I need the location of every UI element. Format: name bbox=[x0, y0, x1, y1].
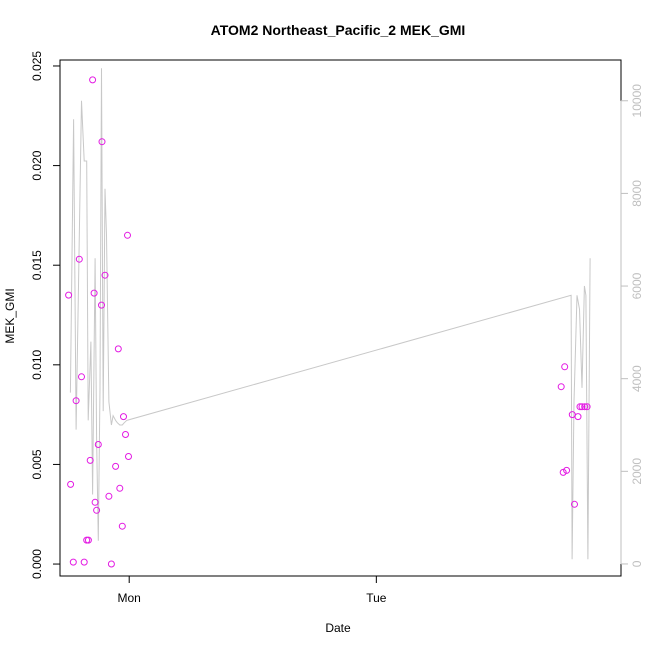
data-point bbox=[94, 441, 102, 448]
data-point bbox=[107, 560, 115, 568]
data-point bbox=[581, 403, 589, 411]
data-points bbox=[65, 76, 591, 568]
data-point bbox=[571, 500, 578, 508]
y2-tick-label: 4000 bbox=[630, 365, 644, 392]
series-line-path bbox=[69, 68, 591, 560]
data-point bbox=[69, 558, 77, 566]
data-point bbox=[124, 231, 131, 239]
x-tick-label: Mon bbox=[118, 591, 141, 605]
y-axis-right: 0 2000 4000 6000 8000 10000 bbox=[620, 84, 644, 567]
data-point bbox=[101, 271, 109, 279]
chart-title: ATOM2 Northeast_Pacific_2 MEK_GMI bbox=[211, 22, 466, 38]
data-point bbox=[91, 498, 99, 506]
data-point bbox=[122, 431, 129, 438]
data-point bbox=[583, 403, 591, 411]
y2-tick-label: 6000 bbox=[630, 272, 644, 299]
data-point bbox=[563, 466, 571, 474]
data-point bbox=[93, 506, 101, 514]
secondary-series-line bbox=[69, 68, 591, 560]
data-point bbox=[98, 301, 105, 309]
data-point bbox=[125, 453, 132, 460]
y-tick-label: 0.005 bbox=[30, 449, 44, 479]
data-point bbox=[105, 492, 113, 500]
data-point bbox=[86, 456, 94, 464]
y2-tick-label: 2000 bbox=[630, 458, 644, 485]
y-tick-label: 0.010 bbox=[30, 349, 44, 379]
data-point bbox=[576, 403, 584, 411]
x-tick-label: Tue bbox=[366, 591, 387, 605]
data-point bbox=[116, 484, 124, 492]
y-tick-label: 0.025 bbox=[30, 51, 44, 81]
y-tick-label: 0.000 bbox=[30, 549, 44, 579]
y2-tick-label: 0 bbox=[630, 560, 644, 567]
data-point bbox=[578, 403, 586, 411]
y-tick-label: 0.020 bbox=[30, 150, 44, 180]
x-axis-label: Date bbox=[325, 621, 351, 635]
data-point bbox=[65, 291, 73, 299]
data-point bbox=[118, 522, 126, 530]
y-axis-label: MEK_GMI bbox=[3, 288, 17, 343]
data-point bbox=[568, 411, 576, 419]
data-point bbox=[574, 413, 582, 421]
data-point bbox=[114, 345, 122, 353]
data-point bbox=[89, 76, 97, 84]
y2-tick-label: 10000 bbox=[630, 84, 644, 118]
data-point bbox=[557, 383, 565, 391]
data-point bbox=[75, 255, 83, 263]
y-tick-label: 0.015 bbox=[30, 250, 44, 280]
data-point bbox=[559, 468, 567, 476]
data-point bbox=[112, 462, 120, 470]
data-point bbox=[67, 480, 75, 488]
data-point bbox=[72, 397, 80, 405]
y-axis-left: 0.000 0.005 0.010 0.015 0.020 0.025 bbox=[30, 51, 61, 579]
y2-tick-label: 8000 bbox=[630, 180, 644, 207]
plot-frame bbox=[59, 59, 622, 577]
data-point bbox=[120, 413, 127, 421]
data-point bbox=[80, 558, 88, 566]
data-point bbox=[90, 289, 98, 297]
data-point bbox=[561, 363, 569, 371]
data-point bbox=[78, 373, 85, 381]
data-point bbox=[98, 138, 106, 146]
x-axis: Mon Tue bbox=[118, 575, 387, 605]
data-point bbox=[84, 536, 92, 544]
